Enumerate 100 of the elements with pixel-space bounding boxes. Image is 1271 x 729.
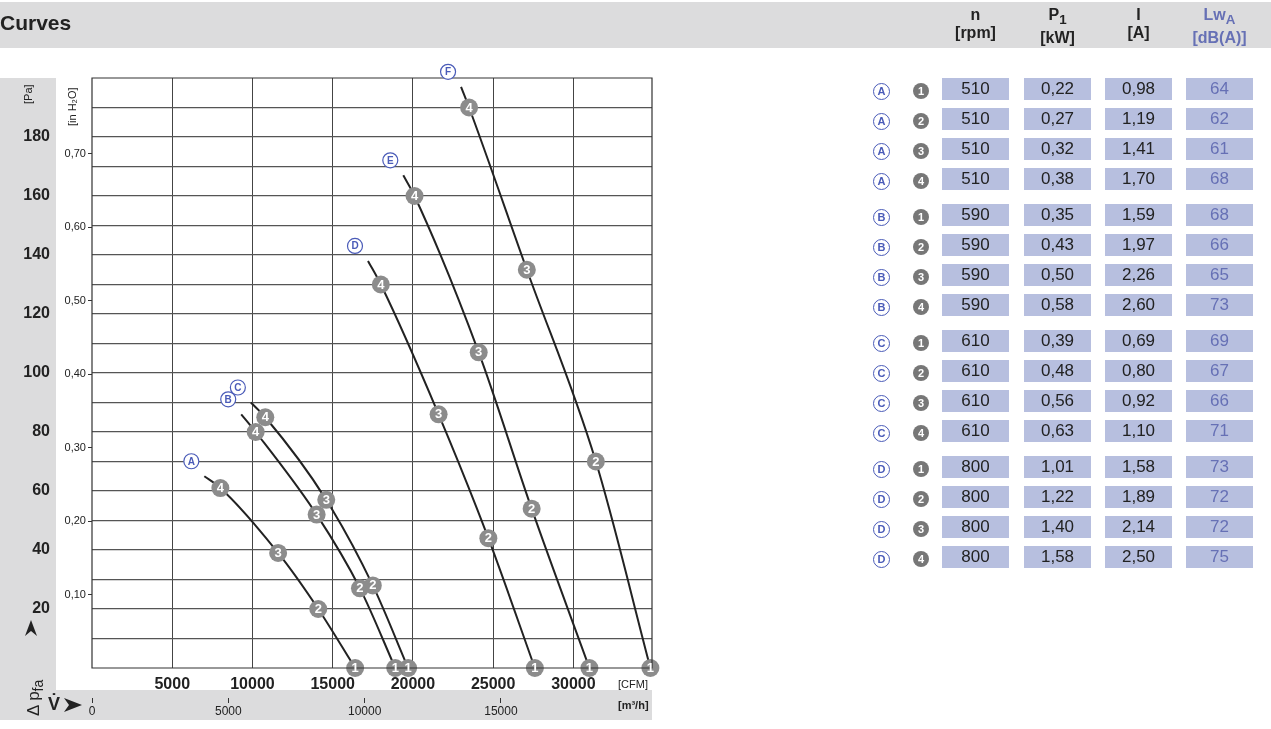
y2-tick-label: 0,70 xyxy=(64,146,86,159)
text: 0,32 xyxy=(1040,139,1075,158)
text: 800 xyxy=(961,457,990,476)
y2-tick-label: 0,50 xyxy=(64,293,86,306)
annotation: 4 xyxy=(252,424,261,440)
text: 71 xyxy=(1210,421,1229,440)
annotation: 4 xyxy=(261,409,270,425)
text: 610 xyxy=(961,391,990,410)
annotation: 3 xyxy=(434,406,443,422)
text: 1,40 xyxy=(1040,517,1075,536)
text: 0,50 xyxy=(1040,265,1075,284)
text: 2,60 xyxy=(1121,295,1156,314)
category-label: A 1 xyxy=(877,85,925,97)
text: 1,10 xyxy=(1121,421,1156,440)
text: 1,22 xyxy=(1040,487,1075,506)
text: 800 xyxy=(961,517,990,536)
category-label: A 2 xyxy=(877,115,925,127)
annotation: 2 xyxy=(356,580,364,596)
text: 2,14 xyxy=(1121,517,1156,536)
text: 590 xyxy=(961,295,990,314)
text: 0,38 xyxy=(1040,169,1075,188)
category-label: D 1 xyxy=(877,463,925,475)
text: 2,26 xyxy=(1121,265,1156,284)
y2-tick-label: 0,60 xyxy=(64,220,86,233)
text: 61 xyxy=(1210,139,1229,158)
text: 610 xyxy=(961,331,990,350)
category-label: A 3 xyxy=(877,145,925,157)
text: 68 xyxy=(1210,169,1229,188)
annotation: 4 xyxy=(216,480,225,496)
annotation: 3 xyxy=(322,491,330,507)
annotation: 1 xyxy=(351,660,359,676)
series-label: C xyxy=(234,381,242,393)
annotation: 3 xyxy=(313,506,321,522)
category-label: B 2 xyxy=(877,241,925,253)
text: 1,41 xyxy=(1121,139,1156,158)
text: 73 xyxy=(1210,457,1229,476)
text: 800 xyxy=(961,547,990,566)
x-tick-label: 20000 xyxy=(390,675,436,693)
category-label: Lw$_{A}$ [dB(A)] xyxy=(1192,6,1247,48)
category-label: B 3 xyxy=(877,271,925,283)
text: 1,59 xyxy=(1121,205,1156,224)
text: 66 xyxy=(1210,235,1229,254)
y2-tick-label: 0,40 xyxy=(64,367,86,380)
category-label: B 1 xyxy=(877,211,925,223)
text: 510 xyxy=(961,169,990,188)
text: 0,63 xyxy=(1040,421,1075,440)
x2-tick-label: 15000 xyxy=(484,703,518,718)
y2-axis-title: [in H₂O] xyxy=(66,87,78,126)
y-tick-label: 40 xyxy=(32,540,51,558)
category-label: A 4 xyxy=(877,175,925,187)
text: 0,69 xyxy=(1121,331,1156,350)
text: 64 xyxy=(1210,79,1229,98)
annotation: 2 xyxy=(369,577,377,593)
category-label: D 3 xyxy=(877,523,925,535)
category-label: D 2 xyxy=(877,493,925,505)
x2-tick-label: 0 xyxy=(88,703,96,718)
text: 69 xyxy=(1210,331,1229,350)
y-tick-label: 120 xyxy=(23,304,51,322)
category-label: B 4 xyxy=(877,301,925,313)
text: 65 xyxy=(1210,265,1229,284)
y-tick-label: 20 xyxy=(32,599,51,617)
text: 0,22 xyxy=(1040,79,1075,98)
text: 510 xyxy=(961,139,990,158)
x-tick-label: 5000 xyxy=(154,675,191,693)
text: 66 xyxy=(1210,391,1229,410)
y2-tick-label: 0,30 xyxy=(64,440,86,453)
x2-tick-label: 5000 xyxy=(214,703,242,718)
text: 75 xyxy=(1210,547,1229,566)
text: 68 xyxy=(1210,205,1229,224)
series-label: D xyxy=(351,240,359,252)
text: 590 xyxy=(961,205,990,224)
text: 0,39 xyxy=(1040,331,1075,350)
series-label: B xyxy=(224,393,232,405)
category-label: D 4 xyxy=(877,553,925,565)
text: 1,97 xyxy=(1121,235,1156,254)
text: 1,01 xyxy=(1040,457,1075,476)
text: [m³/h] xyxy=(618,699,649,711)
text: 73 xyxy=(1210,295,1229,314)
y2-tick-label: 0,20 xyxy=(64,514,86,527)
text: 510 xyxy=(961,79,990,98)
annotation: 3 xyxy=(523,261,531,277)
text: 0,43 xyxy=(1040,235,1075,254)
y-tick-label: 180 xyxy=(23,127,51,145)
text: 0,80 xyxy=(1121,361,1156,380)
category-label: P$_{1}$ [kW] xyxy=(1040,6,1075,48)
x2-tick-label: 10000 xyxy=(347,703,382,718)
text: 0,35 xyxy=(1040,205,1075,224)
text: 0,98 xyxy=(1121,79,1156,98)
annotation: 2 xyxy=(484,530,492,546)
category-label: C 4 xyxy=(877,427,925,439)
text: 1,89 xyxy=(1121,487,1156,506)
text: 800 xyxy=(961,487,990,506)
y-tick-label: 60 xyxy=(32,481,51,499)
annotation: 4 xyxy=(410,188,419,204)
x-tick-label: 10000 xyxy=(230,675,275,693)
series-label: F xyxy=(445,66,452,78)
annotation: 2 xyxy=(592,453,600,469)
y-tick-label: 140 xyxy=(23,245,51,263)
text: 0,58 xyxy=(1040,295,1075,314)
text: 1,70 xyxy=(1121,169,1156,188)
